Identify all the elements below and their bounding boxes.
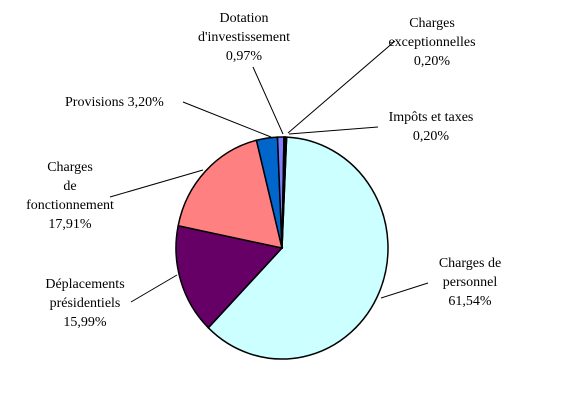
- leader-line-5: [287, 40, 396, 134]
- pie-slice-1: [175, 224, 284, 329]
- slice-label-4: Dotation d'investissement 0,97%: [198, 11, 290, 64]
- slice-label-5: Charges exceptionnelles 0,20%: [388, 16, 475, 69]
- leader-line-6: [288, 126, 379, 135]
- pie-slices: [175, 136, 389, 360]
- leader-line-1: [130, 274, 178, 303]
- slice-label-0: Charges de personnel 61,54%: [439, 256, 501, 309]
- slice-labels: Charges de personnel 61,54% Déplacements pré…: [26, 11, 501, 330]
- leader-line-4: [252, 66, 284, 135]
- slice-label-2: Charges de fonctionnement 17,91%: [26, 160, 114, 232]
- leader-line-3: [182, 101, 272, 138]
- leader-line-2: [109, 169, 204, 198]
- slice-label-6: Impôts et taxes 0,20%: [389, 110, 474, 144]
- pie-slice-0: [207, 136, 389, 360]
- pie-slice-6: [281, 136, 288, 249]
- leader-line-0: [380, 282, 429, 299]
- slice-label-1: Déplacements présidentiels 15,99%: [45, 277, 124, 330]
- slice-label-3: Provisions 3,20%: [65, 95, 164, 110]
- pie-slice-2: [177, 139, 284, 249]
- leader-lines: [109, 40, 429, 303]
